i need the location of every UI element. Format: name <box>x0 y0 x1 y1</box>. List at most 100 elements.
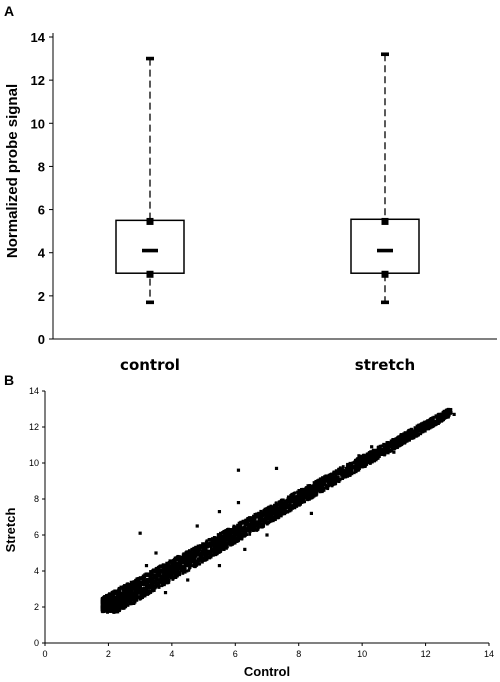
scatter-point <box>198 552 202 556</box>
scatter-point <box>121 597 124 601</box>
scatter-point <box>365 452 369 456</box>
scatter-point <box>439 412 443 416</box>
scatter-point <box>115 610 119 613</box>
scatter-point <box>292 500 296 504</box>
scatter-point <box>390 449 394 453</box>
scatter-point <box>149 570 152 573</box>
scatter-point <box>204 547 208 550</box>
scatter-point <box>151 587 155 591</box>
scatter-point <box>183 552 187 556</box>
scatter-point <box>324 485 328 489</box>
scatter-point <box>438 421 441 424</box>
scatter-point <box>104 602 108 606</box>
scatter-point <box>373 457 377 460</box>
scatter-point <box>353 460 356 464</box>
scatter-point <box>111 606 115 610</box>
scatter-point <box>337 477 341 481</box>
scatter-point <box>142 586 146 590</box>
scatter-point <box>118 593 122 597</box>
scatter-point <box>240 536 244 540</box>
scatter-point <box>109 604 113 608</box>
scatter-point <box>128 585 132 589</box>
scatter-point <box>313 481 317 485</box>
scatter-point <box>334 469 338 473</box>
scatter-point <box>281 498 284 502</box>
scatter-point <box>105 593 108 597</box>
scatter-point <box>156 575 160 578</box>
scatter-point <box>387 448 391 451</box>
scatter-point <box>333 470 337 474</box>
scatter-point <box>100 599 104 603</box>
scatter-point <box>259 509 263 513</box>
scatter-point <box>151 579 155 583</box>
scatter-point <box>320 482 324 486</box>
scatter-point <box>135 592 139 595</box>
box-max-cap <box>146 56 154 61</box>
scatter-point <box>444 408 448 412</box>
scatter-point <box>345 471 349 475</box>
scatter-point <box>284 508 287 512</box>
panel-b-x-tick-label: 4 <box>169 649 174 659</box>
scatter-point <box>396 444 400 448</box>
scatter-point <box>178 573 182 577</box>
scatter-point <box>109 607 113 611</box>
scatter-point <box>309 495 313 498</box>
scatter-point <box>127 601 131 604</box>
scatter-point <box>125 598 129 602</box>
scatter-point <box>163 591 168 595</box>
box-control <box>115 219 185 274</box>
box-median-mark <box>377 248 393 253</box>
panel-a-y-tick-label: 4 <box>38 246 46 261</box>
box-min-cap <box>146 300 154 305</box>
scatter-point <box>137 591 140 595</box>
scatter-point <box>141 578 145 582</box>
scatter-point <box>269 504 273 508</box>
scatter-point <box>134 579 138 583</box>
scatter-point <box>252 518 256 522</box>
scatter-point <box>120 596 124 599</box>
scatter-point <box>246 522 250 526</box>
scatter-point <box>212 552 216 556</box>
scatter-point <box>302 493 306 497</box>
scatter-point <box>239 532 243 536</box>
panel-a-label: A <box>4 3 14 19</box>
scatter-point <box>159 575 163 579</box>
scatter-point <box>387 444 391 448</box>
scatter-point <box>412 429 415 433</box>
scatter-point <box>274 503 278 507</box>
scatter-point <box>286 504 290 508</box>
scatter-point <box>130 602 133 605</box>
panel-a-y-tick-label: 0 <box>38 332 45 347</box>
scatter-point <box>112 592 116 596</box>
scatter-point <box>299 495 303 499</box>
scatter-point <box>321 476 325 480</box>
scatter-point <box>302 498 306 502</box>
scatter-point <box>328 478 332 482</box>
panel-a: A Normalized probe signal 0 2 4 6 8 10 12 14 co… <box>4 3 497 374</box>
scatter-point <box>144 581 148 585</box>
scatter-point <box>232 525 236 529</box>
scatter-point <box>260 516 264 519</box>
scatter-point <box>210 553 213 557</box>
scatter-point <box>174 556 178 560</box>
scatter-point <box>244 528 247 531</box>
scatter-point <box>359 464 362 468</box>
scatter-point <box>110 596 114 599</box>
scatter-point <box>319 481 322 485</box>
scatter-point <box>163 563 166 567</box>
scatter-point <box>149 582 153 586</box>
scatter-point <box>174 575 178 579</box>
scatter-point <box>298 494 302 497</box>
scatter-point <box>264 513 268 517</box>
scatter-point <box>369 452 373 455</box>
scatter-point <box>295 498 299 502</box>
scatter-point <box>293 491 297 495</box>
scatter-point <box>404 438 408 442</box>
scatter-point <box>328 480 332 484</box>
panel-b-y-ticks: 0 2 4 6 8 10 12 14 <box>29 386 45 648</box>
scatter-point <box>442 413 446 417</box>
scatter-point <box>416 425 420 429</box>
scatter-point <box>243 547 247 551</box>
scatter-point <box>390 441 394 444</box>
scatter-point <box>285 498 289 502</box>
